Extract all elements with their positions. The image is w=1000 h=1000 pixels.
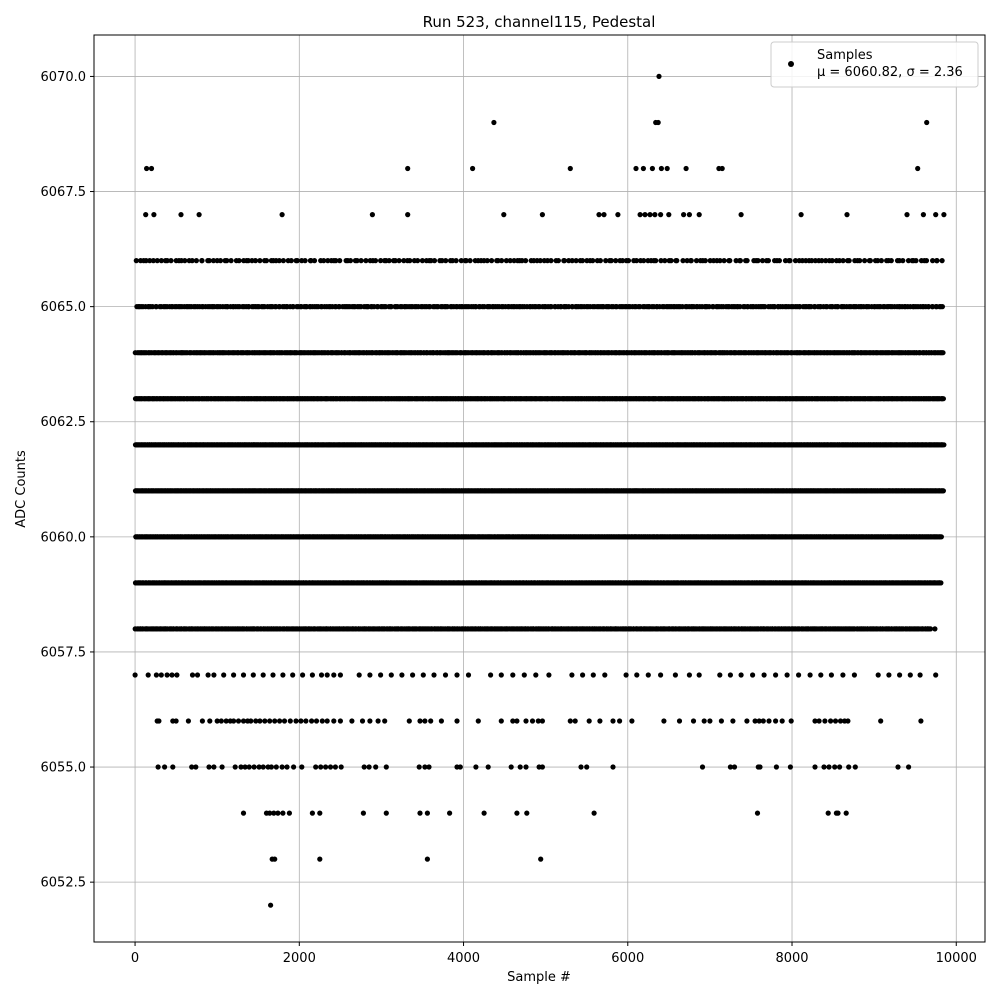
data-point [940, 488, 947, 494]
data-point [927, 626, 934, 632]
data-points [132, 73, 947, 908]
data-point [938, 580, 944, 586]
chart-title: Run 523, channel115, Pedestal [423, 13, 656, 31]
data-point [938, 534, 945, 540]
